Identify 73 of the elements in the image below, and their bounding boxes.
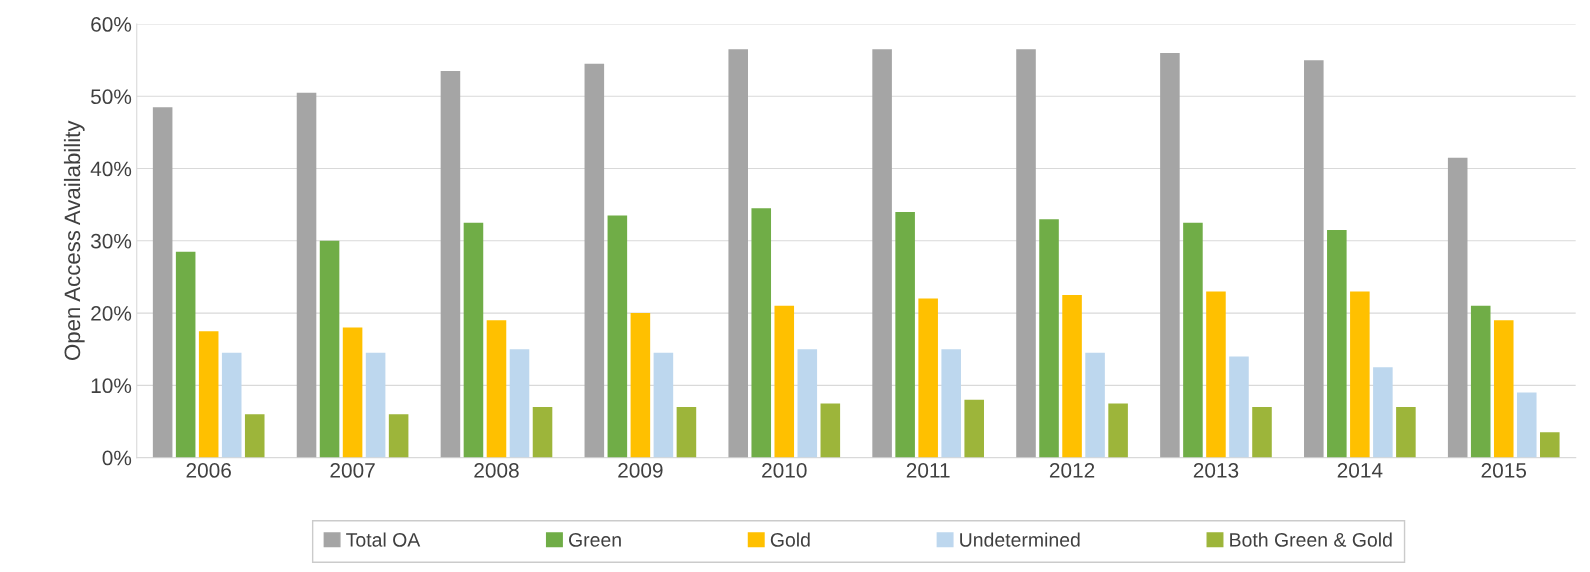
y-tick-label: 10% — [91, 378, 132, 394]
bar — [630, 313, 651, 458]
y-axis-title: Open Access Availability — [63, 120, 85, 360]
bar — [1447, 157, 1468, 458]
bar — [607, 215, 628, 458]
bar — [1016, 49, 1036, 458]
bar — [244, 414, 265, 458]
bar — [319, 240, 340, 458]
bar — [342, 327, 363, 458]
bar — [1039, 219, 1059, 458]
bar — [463, 222, 484, 458]
bar — [486, 320, 507, 458]
bar — [152, 107, 173, 458]
bar — [1350, 291, 1370, 458]
x-tick-label: 2013 — [1193, 463, 1239, 478]
x-tick-label: 2007 — [330, 463, 375, 478]
legend-label: Gold — [770, 532, 810, 547]
bar — [1493, 320, 1514, 458]
bar — [653, 352, 674, 458]
bar — [198, 331, 219, 458]
bar — [175, 251, 196, 458]
bar — [895, 211, 915, 458]
y-tick-label: 50% — [91, 89, 132, 105]
x-tick-label: 2015 — [1481, 463, 1527, 478]
bar — [365, 352, 386, 458]
bar — [728, 49, 749, 458]
bar — [676, 407, 697, 458]
bar — [774, 305, 795, 458]
bar — [1229, 356, 1249, 458]
bar — [388, 414, 409, 458]
bar — [1327, 229, 1347, 458]
legend-label: Green — [569, 533, 621, 547]
bar — [1304, 60, 1324, 458]
x-tick-label: 2012 — [1049, 463, 1095, 478]
bar — [440, 70, 461, 458]
x-tick-label: 2006 — [186, 463, 231, 478]
legend-label: Undetermined — [960, 532, 1080, 547]
legend-label: Total OA — [346, 532, 421, 547]
bar — [1183, 222, 1203, 458]
bar — [918, 298, 938, 458]
bar — [1206, 291, 1226, 458]
bar — [532, 407, 553, 458]
bar — [509, 349, 530, 458]
x-tick-label: 2009 — [618, 463, 663, 478]
bar — [820, 403, 841, 458]
x-tick-label: 2010 — [762, 463, 807, 478]
bar — [1470, 305, 1491, 458]
bar — [872, 49, 892, 458]
y-tick-label: 0% — [102, 450, 132, 466]
bar — [1373, 367, 1393, 458]
bar — [296, 92, 317, 458]
bar — [1516, 392, 1537, 458]
bar — [1540, 432, 1560, 458]
bar — [964, 399, 984, 458]
x-tick-label: 2008 — [474, 463, 519, 478]
bar — [1108, 403, 1128, 458]
bar — [1085, 352, 1105, 458]
y-tick-label: 30% — [90, 233, 132, 249]
bar — [797, 349, 818, 458]
bar — [751, 208, 772, 458]
bar — [584, 63, 605, 458]
y-tick-label: 60% — [91, 17, 132, 32]
y-tick-label: 40% — [90, 161, 132, 177]
x-tick-label: 2014 — [1337, 463, 1383, 478]
y-tick-label: 20% — [91, 306, 132, 321]
bar — [1062, 295, 1082, 458]
bar — [1252, 407, 1272, 458]
x-tick-label: 2011 — [906, 463, 950, 478]
legend-label: Both Green & Gold — [1230, 532, 1392, 547]
bar — [941, 349, 961, 458]
bar — [221, 352, 242, 458]
bar — [1396, 407, 1416, 458]
bar — [1160, 52, 1180, 458]
